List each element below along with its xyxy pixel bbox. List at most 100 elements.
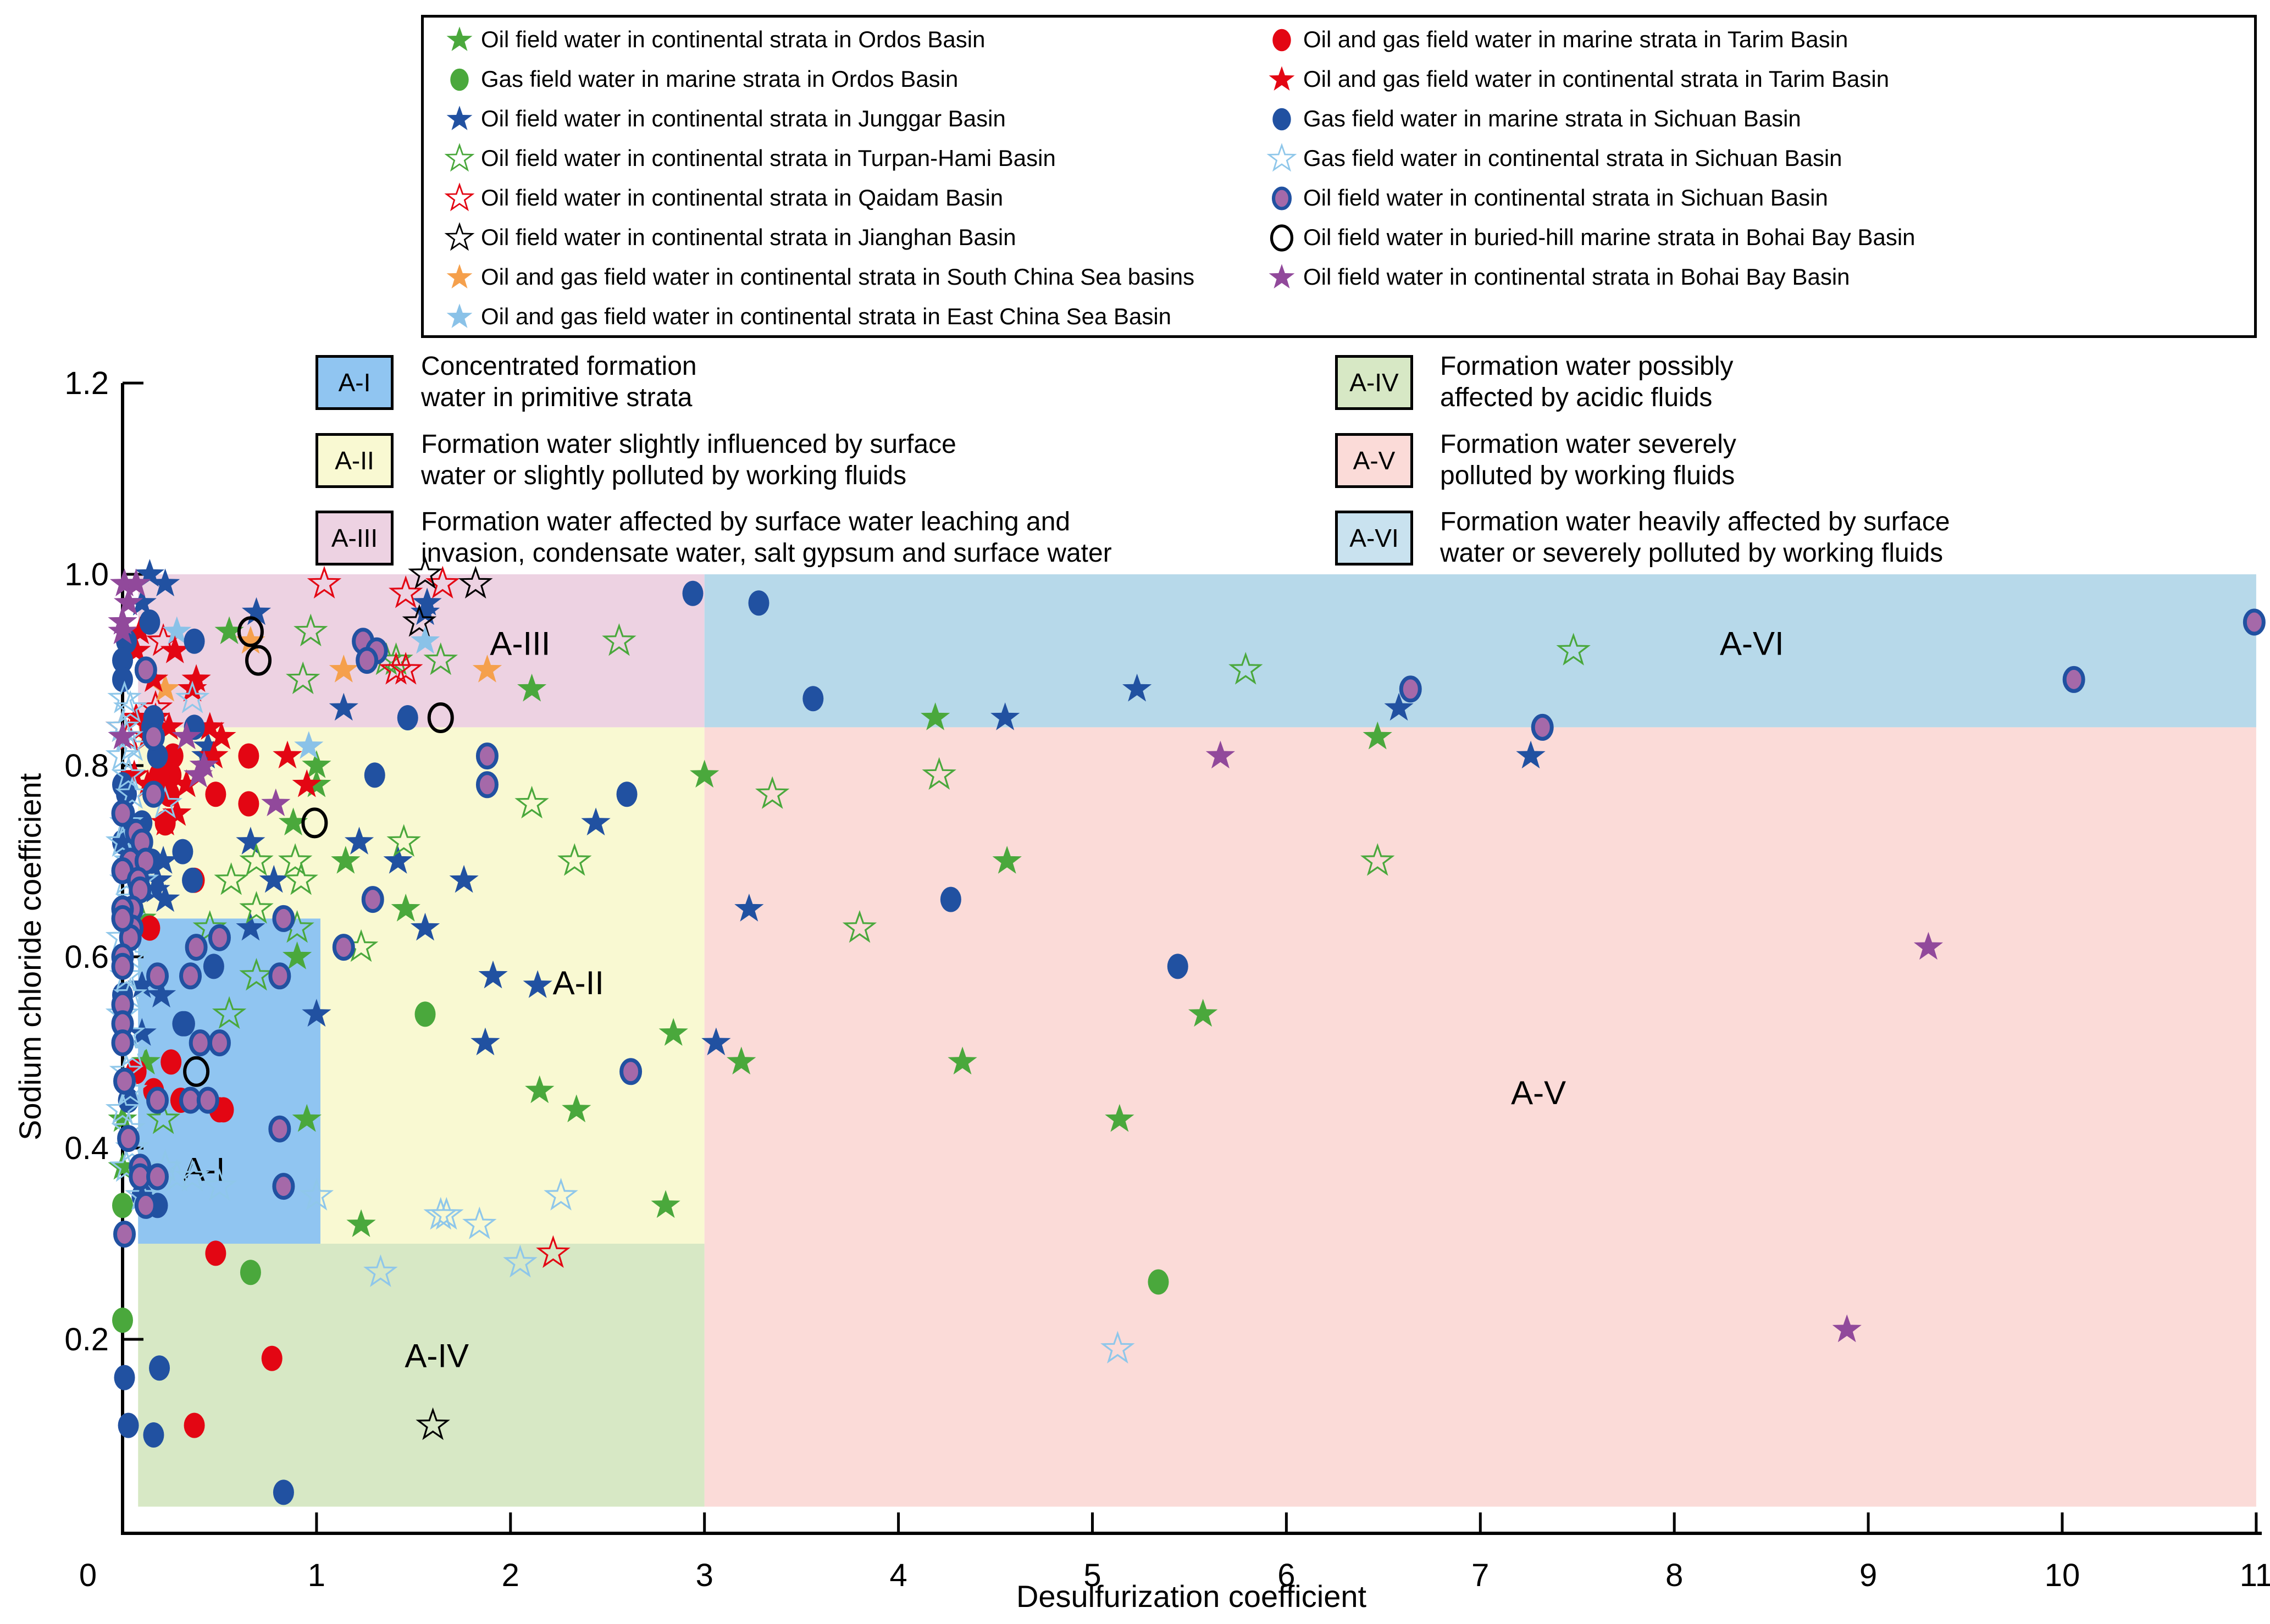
legend-marker-jianghan-oil xyxy=(444,222,475,251)
series-ordos-oil-point xyxy=(651,1190,680,1218)
series-sichuan-gas-continental-point xyxy=(1100,1331,1135,1364)
zone-key-text-A-IV: Formation water possibly affected by acid… xyxy=(1440,351,1734,413)
series-sichuan-oil-point xyxy=(146,1087,169,1114)
series-bohai-continental-point xyxy=(1832,1314,1862,1343)
series-sichuan-oil-point xyxy=(134,656,157,684)
star-marker-icon xyxy=(1269,264,1295,289)
series-bohai-continental-point xyxy=(121,568,151,597)
series-sichuan-gas-marine-point xyxy=(112,667,133,692)
series-sichuan-gas-marine-point xyxy=(114,1365,135,1390)
series-ordos-oil-point xyxy=(278,807,308,836)
zone-key-text-line: water or slightly polluted by working fl… xyxy=(421,461,907,490)
legend-label-tarim-continental: Oil and gas field water in continental s… xyxy=(1303,66,1890,92)
series-sichuan-oil-point xyxy=(272,1173,295,1200)
series-sichuan-gas-marine-point xyxy=(184,628,205,654)
zone-a6-label: A-VI xyxy=(1720,625,1784,662)
legend-label-sichuan-oil: Oil field water in continental strata in… xyxy=(1303,185,1828,210)
series-sichuan-gas-marine-point xyxy=(172,839,193,864)
series-ordos-oil-point xyxy=(302,750,331,778)
series-ordos-oil-point xyxy=(283,941,312,969)
series-sichuan-oil-point xyxy=(332,934,355,961)
series-sichuan-gas-marine-point xyxy=(172,1011,193,1037)
series-ordos-oil-point xyxy=(658,1018,688,1046)
x-tick-label-1: 1 xyxy=(308,1558,325,1593)
legend-marker-east-china-sea xyxy=(446,303,473,328)
zone-key-text-line: Concentrated formation xyxy=(421,352,697,381)
zone-key-box-A-II: A-II xyxy=(315,433,394,488)
series-tarim-continental-point xyxy=(125,616,155,645)
series-sichuan-gas-marine-point xyxy=(682,580,704,606)
series-sichuan-gas-marine-point xyxy=(149,1355,170,1381)
series-qaidam-oil-point xyxy=(388,575,423,608)
series-ordos-oil-point xyxy=(214,616,244,645)
series-bohai-continental-point xyxy=(184,760,213,788)
zone-a2-label: A-II xyxy=(553,965,604,1001)
zone-key-text-A-V: Formation water severely polluted by work… xyxy=(1440,429,1736,491)
series-turpan-hami-oil-point xyxy=(1228,652,1263,685)
y-tick-label-1.2: 1.2 xyxy=(64,365,109,401)
series-sichuan-gas-continental-point xyxy=(105,1091,140,1125)
legend-label-bohai-continental: Oil field water in continental strata in… xyxy=(1303,264,1850,290)
series-sichuan-oil-point xyxy=(268,1115,291,1143)
series-tarim-marine-point xyxy=(162,743,184,769)
legend-item-jianghan-oil: Oil field water in continental strata in… xyxy=(444,218,1194,257)
series-sichuan-oil-point xyxy=(189,1029,212,1057)
series-sichuan-gas-marine-point xyxy=(139,609,160,635)
zone-key-text-A-III: Formation water affected by surface wate… xyxy=(421,506,1112,569)
series-turpan-hami-oil-point xyxy=(278,843,313,876)
zone-key-box-A-IV: A-IV xyxy=(1335,355,1413,410)
series-turpan-hami-oil-point xyxy=(755,776,790,809)
series-tarim-continental-point xyxy=(171,769,202,797)
series-tarim-continental-point xyxy=(162,798,192,826)
star-marker-icon xyxy=(444,143,475,172)
series-junggar-oil-point xyxy=(523,970,552,998)
series-east-china-sea xyxy=(162,616,440,759)
series-tarim-marine-point xyxy=(261,1345,283,1371)
x-axis-title: Desulfurization coefficient xyxy=(1016,1579,1367,1614)
legend-item-tarim-marine: Oil and gas field water in marine strata… xyxy=(1266,20,1915,59)
legend-label-sichuan-gas-marine: Gas field water in marine strata in Sich… xyxy=(1303,106,1801,131)
series-junggar-oil-point xyxy=(410,597,440,625)
y-axis-title: Sodium chloride coefficient xyxy=(13,773,47,1140)
series-sichuan-oil-point xyxy=(111,800,134,827)
series-sichuan-gas-marine-point xyxy=(940,886,961,912)
series-junggar-oil-point xyxy=(142,864,173,893)
legend-label-south-china-sea: Oil and gas field water in continental s… xyxy=(481,264,1195,290)
series-ordos-oil-point xyxy=(292,1104,322,1132)
series-sichuan-gas-continental-point xyxy=(429,1196,464,1230)
zone-key-text-line: affected by acidic fluids xyxy=(1440,383,1713,412)
zone-key-text-line: invasion, condensate water, salt gypsum … xyxy=(421,539,1112,568)
series-sichuan-oil-point xyxy=(268,962,291,990)
series-sichuan-gas-continental-point xyxy=(202,1168,237,1201)
x-tick-label-11: 11 xyxy=(2240,1558,2270,1593)
series-ordos-oil-point xyxy=(1363,721,1392,750)
series-sichuan-oil-point xyxy=(142,723,165,751)
series-south-china-sea-point xyxy=(329,655,358,683)
series-ordos-oil-point xyxy=(517,673,547,702)
zone-a5-label: A-V xyxy=(1511,1074,1566,1111)
legend-item-bohai-continental: Oil field water in continental strata in… xyxy=(1266,257,1915,297)
series-tarim-continental-point xyxy=(207,721,236,750)
series-bohai-continental-point xyxy=(1205,740,1235,769)
series-tarim-marine-point xyxy=(205,1240,226,1266)
zone-key-text-line: water in primitive strata xyxy=(421,383,693,412)
series-sichuan-gas-continental-point xyxy=(544,1178,578,1211)
series-junggar-oil-point xyxy=(148,846,178,874)
series-junggar-oil-point xyxy=(302,999,331,1027)
series-tarim-continental-point xyxy=(181,664,211,692)
series-turpan-hami-oil-point xyxy=(1556,633,1591,666)
zone-key-text-line: Formation water heavily affected by surf… xyxy=(1440,507,1950,536)
series-ordos-oil-point xyxy=(1188,999,1218,1027)
legend: Oil field water in continental strata in… xyxy=(421,15,2257,338)
zone-key-box-A-III: A-III xyxy=(315,511,394,566)
series-turpan-hami-oil-point xyxy=(212,996,247,1029)
series-sichuan-gas-marine-point xyxy=(143,1422,164,1448)
x-tick-label-9: 9 xyxy=(1859,1558,1877,1593)
legend-marker-bohai-buried-hill xyxy=(1270,224,1294,252)
series-sichuan-gas-continental-point xyxy=(105,738,140,771)
series-jianghan-oil-point xyxy=(402,604,437,637)
legend-marker-junggar-oil xyxy=(446,106,473,130)
legend-marker-sichuan-gas-marine xyxy=(1272,108,1291,131)
series-ordos-oil-point xyxy=(1105,1104,1134,1132)
